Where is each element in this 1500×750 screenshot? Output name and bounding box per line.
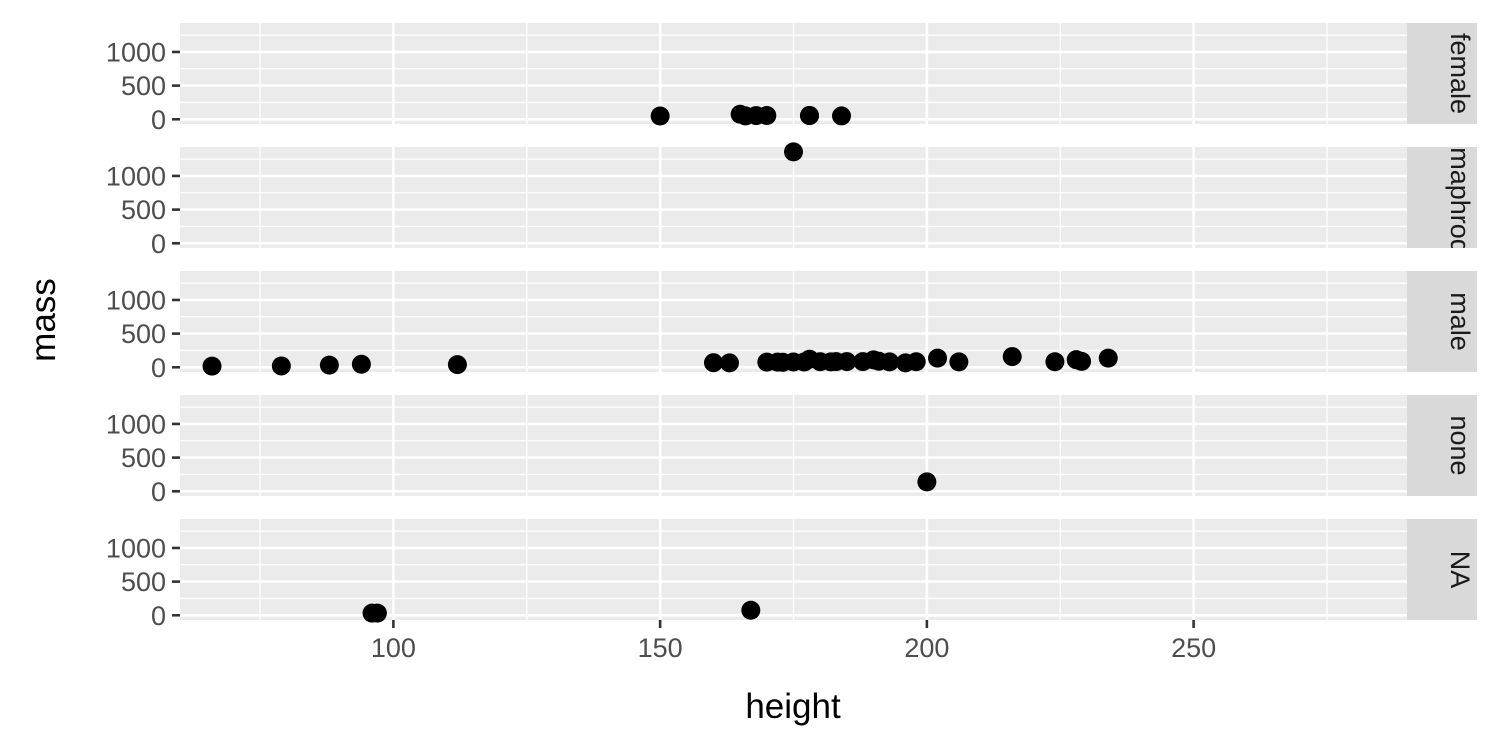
data-point bbox=[271, 356, 291, 376]
data-point bbox=[1098, 348, 1118, 368]
facet-panel-none: 0 500 1000 none bbox=[106, 395, 1477, 507]
panels-layer: 0 500 1000 female 0 500 1000 hermaphroditic 0 500… bbox=[106, 23, 1477, 631]
panel-points bbox=[202, 347, 1118, 376]
facet-panel-hermaphroditic: 0 500 1000 hermaphroditic bbox=[106, 108, 1477, 287]
facet-strip bbox=[1407, 395, 1477, 496]
facet-strip-label-group: male bbox=[1445, 292, 1475, 351]
panel-grid bbox=[180, 395, 1407, 496]
facet-strip-label-group: female bbox=[1445, 33, 1475, 114]
data-point bbox=[880, 352, 900, 372]
facet-strip-label: hermaphroditic bbox=[1445, 108, 1475, 287]
facet-panel-na: 0 500 1000 NA bbox=[106, 519, 1477, 631]
data-point bbox=[1002, 347, 1022, 367]
y-tick-label: 500 bbox=[121, 71, 166, 101]
facet-panel-male: 0 500 1000 male bbox=[106, 271, 1477, 383]
y-axis-title: mass bbox=[24, 278, 63, 362]
panel-grid bbox=[180, 23, 1407, 124]
facet-strip-label-group: NA bbox=[1445, 551, 1475, 589]
data-point bbox=[800, 106, 820, 126]
data-point bbox=[832, 106, 852, 126]
x-axis-title: height bbox=[745, 687, 841, 726]
facet-strip bbox=[1407, 271, 1477, 372]
facet-strip-label: NA bbox=[1445, 551, 1475, 589]
data-point bbox=[928, 348, 948, 368]
panel-points bbox=[650, 104, 852, 126]
y-tick-label: 1000 bbox=[106, 37, 166, 67]
data-point bbox=[837, 352, 857, 372]
facet-panel-female: 0 500 1000 female bbox=[106, 23, 1477, 135]
y-tick-label: 0 bbox=[151, 353, 166, 383]
panel-grid bbox=[180, 519, 1407, 620]
data-point bbox=[1072, 351, 1092, 371]
facet-strip bbox=[1407, 23, 1477, 124]
y-tick-label: 1000 bbox=[106, 285, 166, 315]
data-point bbox=[949, 352, 969, 372]
panel-points bbox=[784, 142, 803, 162]
y-tick-label: 1000 bbox=[106, 161, 166, 191]
y-tick-label: 500 bbox=[121, 195, 166, 225]
facet-strip-label-group: hermaphroditic bbox=[1445, 108, 1475, 287]
x-tick-label: 250 bbox=[1171, 633, 1216, 663]
y-tick-label: 0 bbox=[151, 105, 166, 135]
data-point bbox=[202, 356, 222, 376]
y-tick-label: 0 bbox=[151, 601, 166, 631]
data-point bbox=[650, 106, 670, 126]
data-point bbox=[719, 353, 739, 373]
panel-points bbox=[362, 600, 761, 623]
facet-strip bbox=[1407, 147, 1477, 248]
y-tick-label: 0 bbox=[151, 477, 166, 507]
data-point bbox=[1045, 352, 1065, 372]
y-tick-label: 500 bbox=[121, 443, 166, 473]
data-point bbox=[757, 106, 777, 126]
facet-strip bbox=[1407, 519, 1477, 620]
panel-grid bbox=[180, 147, 1407, 248]
facet-strip-label: male bbox=[1445, 292, 1475, 351]
data-point bbox=[784, 142, 803, 162]
y-tick-label: 1000 bbox=[106, 409, 166, 439]
data-point bbox=[906, 352, 926, 372]
panel-points bbox=[917, 472, 937, 492]
x-tick-label: 100 bbox=[371, 633, 416, 663]
facet-strip-label: female bbox=[1445, 33, 1475, 114]
y-tick-label: 1000 bbox=[106, 533, 166, 563]
data-point bbox=[447, 355, 467, 375]
data-point bbox=[319, 355, 339, 375]
data-point bbox=[367, 603, 387, 623]
data-point bbox=[351, 354, 371, 374]
data-point bbox=[917, 472, 937, 492]
y-tick-label: 500 bbox=[121, 319, 166, 349]
y-tick-label: 0 bbox=[151, 229, 166, 259]
x-tick-label: 200 bbox=[904, 633, 949, 663]
y-tick-label: 500 bbox=[121, 567, 166, 597]
x-axis: 100 150 200 250 bbox=[371, 620, 1216, 663]
data-point bbox=[741, 600, 761, 620]
facet-strip-label-group: none bbox=[1445, 415, 1475, 475]
x-tick-label: 150 bbox=[638, 633, 683, 663]
facet-strip-label: none bbox=[1445, 415, 1475, 475]
data-point bbox=[703, 353, 723, 373]
